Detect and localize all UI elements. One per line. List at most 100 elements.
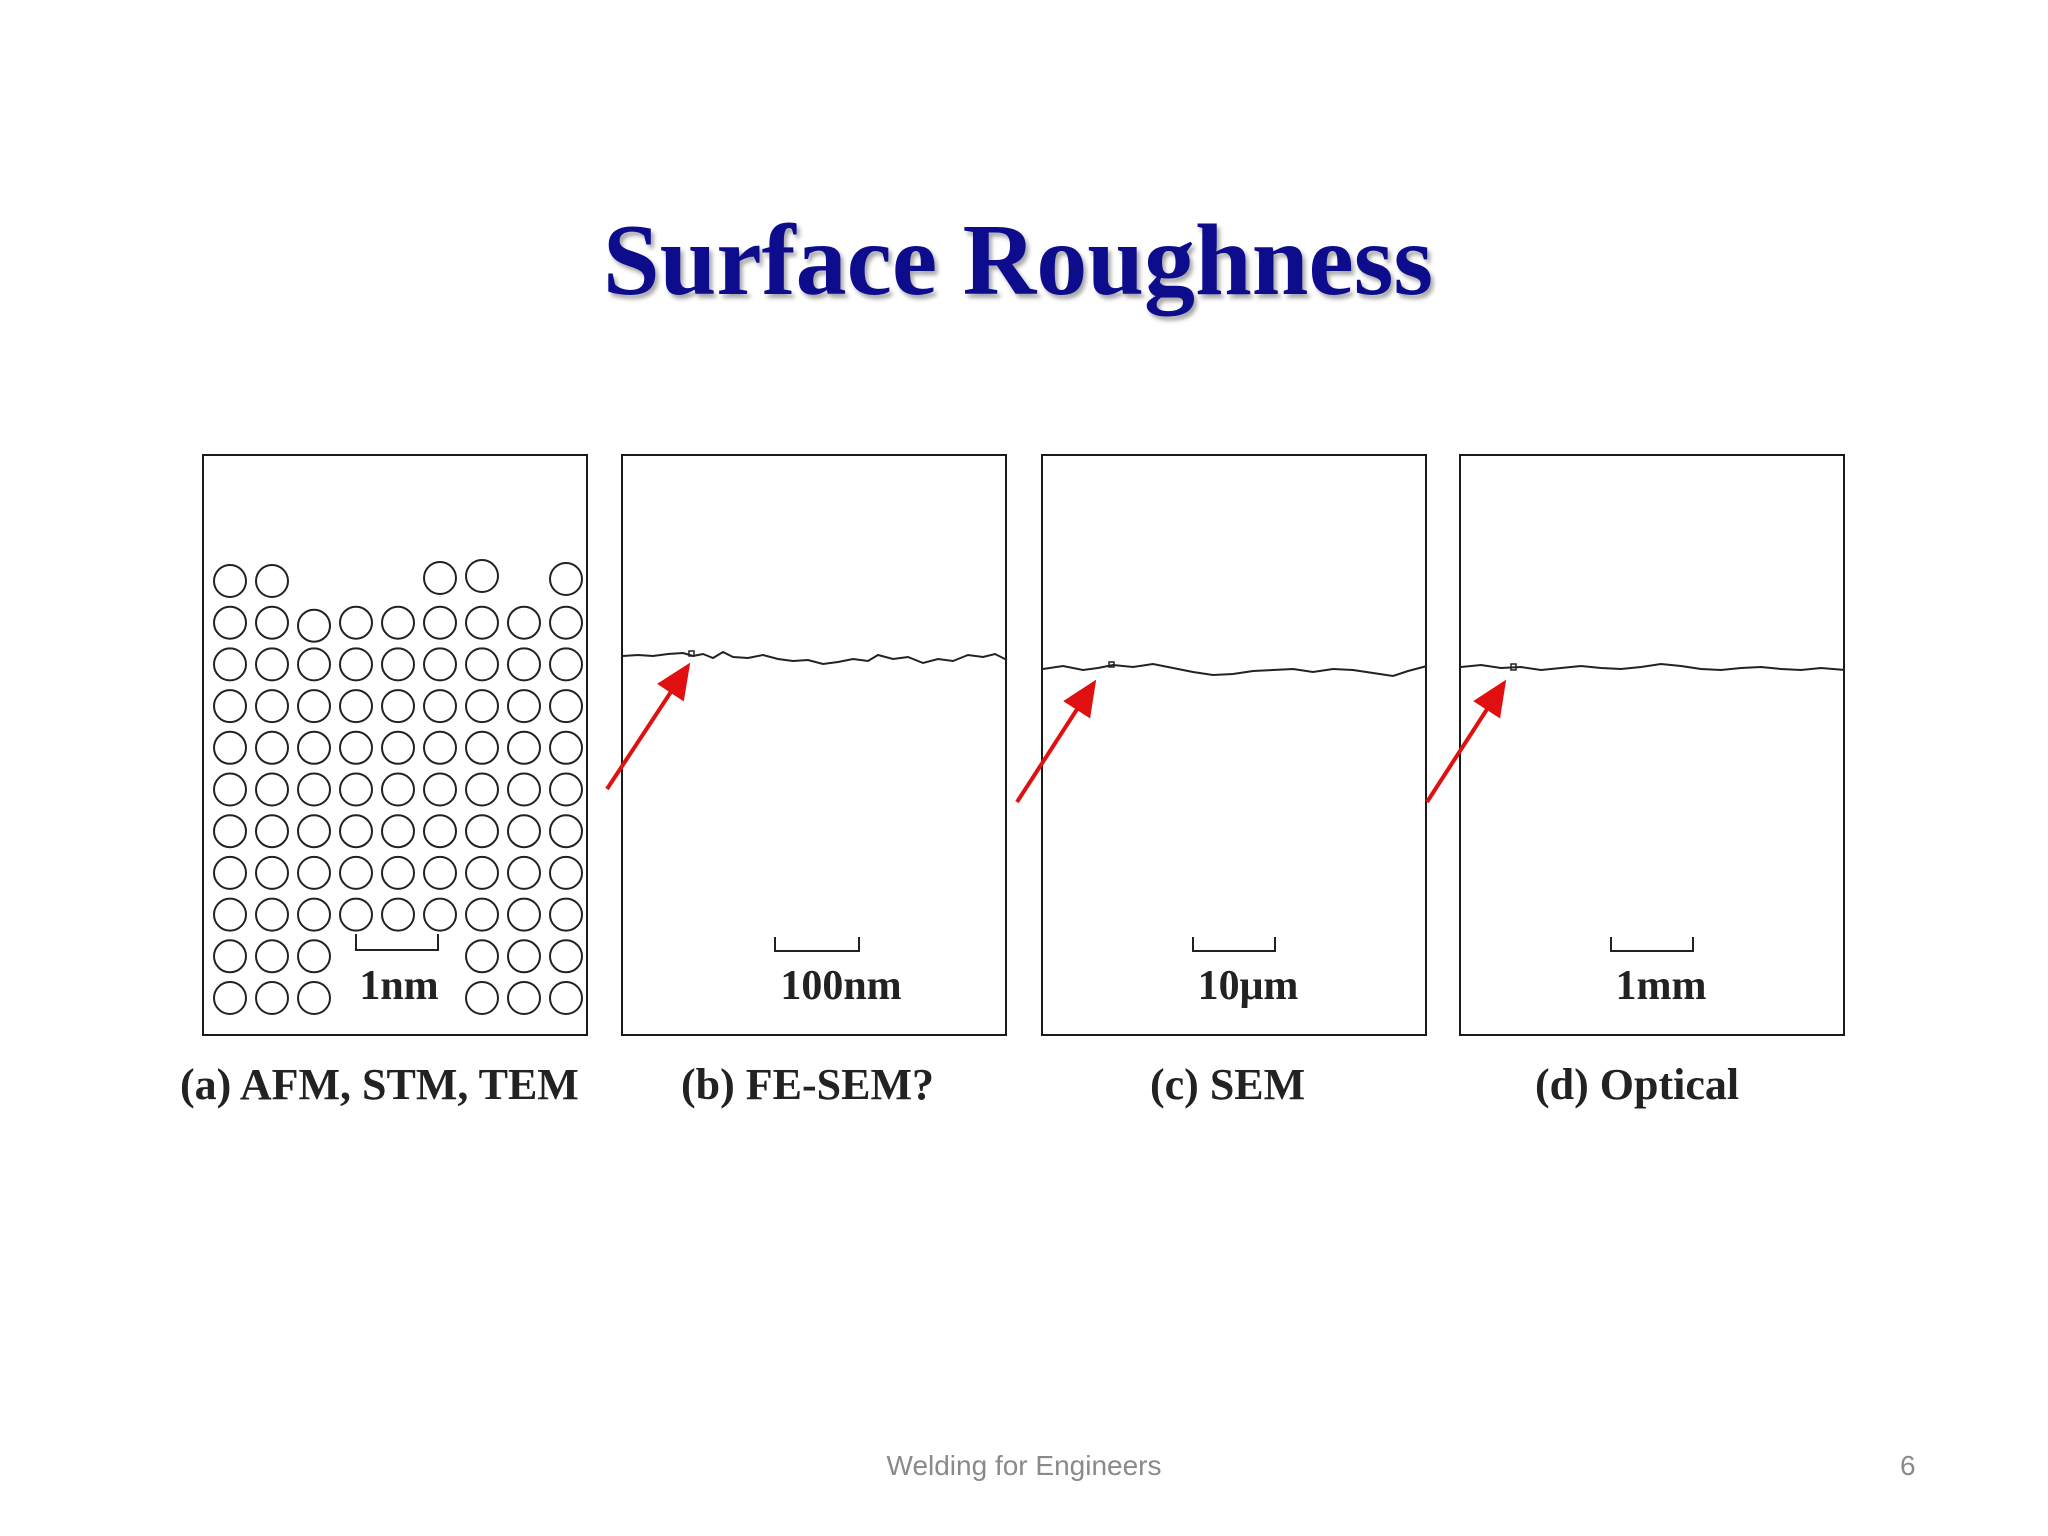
atom — [213, 647, 247, 682]
atom — [381, 897, 415, 932]
atom — [339, 730, 373, 765]
atom — [507, 897, 541, 932]
atom — [255, 647, 289, 682]
atom — [423, 730, 457, 765]
atom — [213, 689, 247, 724]
atom — [549, 562, 583, 596]
atom — [423, 897, 457, 932]
atom — [507, 772, 541, 807]
atom — [423, 561, 457, 595]
atom — [465, 897, 499, 932]
surface-profile-sem — [1043, 661, 1428, 952]
atom — [507, 647, 541, 682]
atom — [381, 855, 415, 890]
atom — [549, 939, 583, 974]
atom — [339, 605, 373, 640]
atom — [255, 814, 289, 849]
atom — [255, 605, 289, 640]
atom — [381, 814, 415, 849]
atom — [549, 981, 583, 1015]
atom — [465, 605, 499, 640]
atom — [297, 730, 331, 765]
caption-afm: (a) AFM, STM, TEM — [180, 1060, 579, 1109]
atom — [507, 689, 541, 724]
atom — [381, 647, 415, 682]
atom — [423, 689, 457, 724]
atom — [297, 897, 331, 932]
atom — [213, 981, 247, 1015]
caption-sem: (c) SEM — [1150, 1060, 1306, 1109]
atom — [381, 772, 415, 807]
scale-bar — [1610, 937, 1694, 952]
atom — [465, 689, 499, 724]
atom-lattice — [213, 559, 583, 1015]
atom — [423, 605, 457, 640]
atom — [213, 897, 247, 932]
atom — [465, 647, 499, 682]
atom — [339, 855, 373, 890]
atom — [423, 647, 457, 682]
atom — [213, 939, 247, 974]
atom — [381, 689, 415, 724]
atom — [213, 605, 247, 640]
atom — [549, 772, 583, 807]
atom — [297, 814, 331, 849]
atom — [507, 730, 541, 765]
atom — [549, 605, 583, 640]
atom — [549, 689, 583, 724]
atom — [507, 981, 541, 1015]
atom — [507, 855, 541, 890]
atom — [213, 814, 247, 849]
atom — [423, 772, 457, 807]
scale-label-afm: 1nm — [359, 963, 439, 1009]
atom — [339, 647, 373, 682]
scale-label-sem: 10μm — [1197, 963, 1299, 1009]
slide-title: Surface Roughness — [602, 204, 1434, 317]
atom — [213, 855, 247, 890]
atom — [465, 559, 499, 593]
panel-afm — [202, 454, 588, 1036]
atom — [339, 897, 373, 932]
atom — [255, 855, 289, 890]
atom — [465, 939, 499, 974]
atom — [465, 814, 499, 849]
atom — [297, 647, 331, 682]
atom — [339, 772, 373, 807]
atom — [549, 647, 583, 682]
atom — [465, 981, 499, 1015]
atom — [213, 730, 247, 765]
panel-sem — [1041, 454, 1428, 1036]
atom — [213, 564, 247, 598]
atom — [255, 939, 289, 974]
page-number: 6 — [1900, 1450, 1916, 1481]
atom — [423, 855, 457, 890]
atom — [507, 939, 541, 974]
footer-text: Welding for Engineers — [886, 1450, 1162, 1481]
atom — [255, 730, 289, 765]
scale-bar — [1192, 937, 1276, 952]
atom — [297, 855, 331, 890]
atom — [255, 689, 289, 724]
caption-optical: (d) Optical — [1535, 1060, 1740, 1109]
atom — [381, 730, 415, 765]
atom — [465, 772, 499, 807]
panel-optical — [1459, 454, 1846, 1036]
atom — [465, 855, 499, 890]
panel-fe-sem — [621, 454, 1008, 1036]
scale-label-optical: 1mm — [1615, 963, 1707, 1009]
surface-profile-fe-sem — [623, 650, 1008, 952]
atom — [255, 897, 289, 932]
atom — [507, 605, 541, 640]
caption-fe-sem: (b) FE-SEM? — [681, 1060, 934, 1109]
atom — [549, 730, 583, 765]
scale-label-fe-sem: 100nm — [780, 963, 902, 1009]
atom — [549, 855, 583, 890]
atom — [297, 608, 331, 643]
atom — [423, 814, 457, 849]
atom — [297, 981, 331, 1015]
atom — [465, 730, 499, 765]
scale-bar — [774, 937, 860, 952]
atom — [255, 772, 289, 807]
atom — [507, 814, 541, 849]
atom — [549, 897, 583, 932]
